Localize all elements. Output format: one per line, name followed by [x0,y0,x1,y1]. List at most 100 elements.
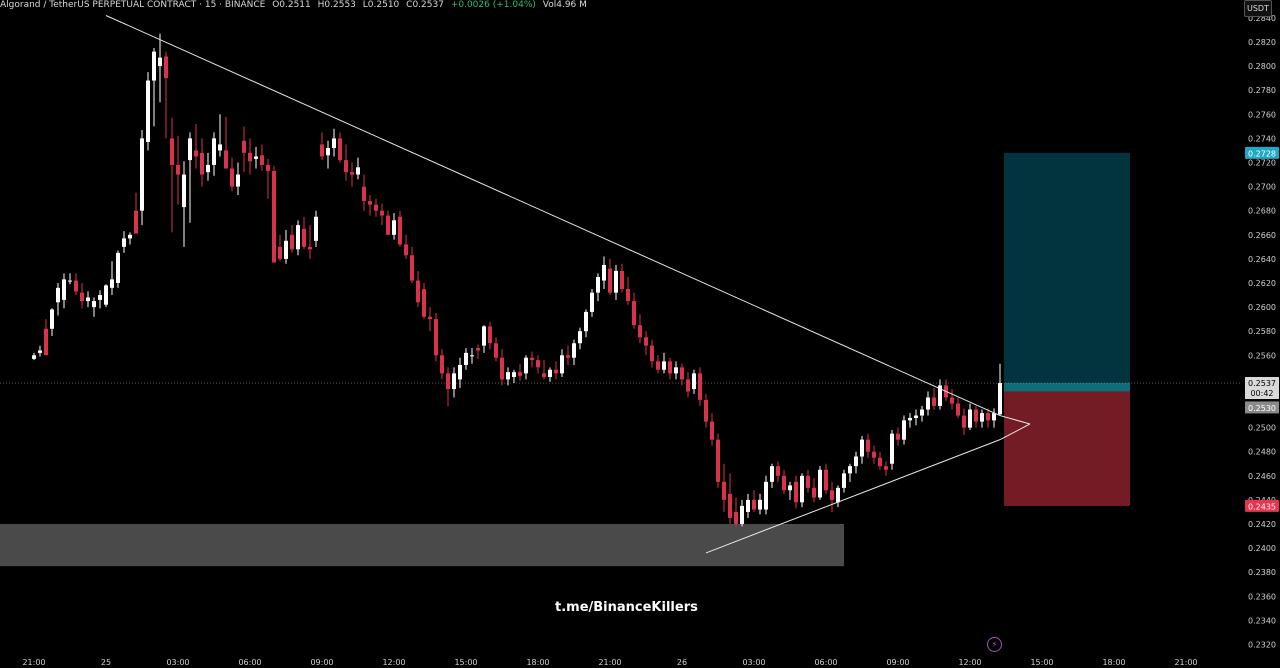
ohlc-change: +0.0026 (+1.04%) [450,0,536,10]
candle-body [416,280,420,303]
trendline [705,439,1001,554]
price-tick-label: 0.2820 [1248,38,1276,47]
candle-body [266,164,270,171]
support-zone [0,524,844,567]
candle-body [284,240,288,259]
price-tick-label: 0.2460 [1248,472,1276,481]
candle-body [608,268,612,293]
candle-body [836,487,840,503]
candle-body [872,451,876,458]
candle-body [320,144,324,157]
candle-body [614,270,618,293]
candle-body [140,138,144,211]
candle-body [488,326,492,344]
candle-body [842,473,846,488]
ohlc-open: O0.2511 [272,0,311,10]
candle-body [356,167,360,175]
price-tick-label: 0.2560 [1248,351,1276,360]
candle-body [650,345,654,362]
currency-badge[interactable]: USDT [1244,0,1272,17]
candle-body [188,138,192,161]
candle-body [854,456,858,467]
candle-body [734,511,738,524]
price-tick-label: 0.2700 [1248,183,1276,192]
candle-body [788,485,792,491]
time-tick-label: 03:00 [742,658,765,667]
price-tick-label: 0.2660 [1248,231,1276,240]
candle-body [986,413,990,421]
candle-body [848,466,852,474]
candle-body [380,210,384,216]
volume: Vol4.96 M [542,0,587,10]
time-tick-label: 15:00 [1030,658,1053,667]
candle-body [410,255,414,281]
candle-body [710,421,714,440]
candle-body [560,355,564,374]
candle-body [512,372,516,377]
candle-body [956,403,960,416]
candle-body [728,493,732,518]
candle-body [464,352,468,365]
candle-body [134,210,138,234]
time-tick-label: 09:00 [310,658,333,667]
last-price-label-bg [1245,377,1279,400]
candle-body [290,234,294,250]
time-tick-label: 09:00 [886,658,909,667]
time-tick-label: 12:00 [958,658,981,667]
candle-body [806,475,810,488]
candle-body [92,301,96,308]
candle-body [536,360,540,368]
target-price-label-bg [1245,146,1279,159]
candle-body [692,373,696,390]
candle-body [452,373,456,390]
candle-body [44,328,48,356]
candle-body [422,289,426,317]
candle-body [800,475,804,503]
ohlc-high: H0.2553 [317,0,356,10]
candle-body [974,409,978,422]
price-tick-label: 0.2400 [1248,544,1276,553]
time-tick-label: 06:00 [814,658,837,667]
time-tick-label: 18:00 [1102,658,1125,667]
price-tick-label: 0.2320 [1248,641,1276,650]
candle-body [740,505,744,524]
candle-body [164,56,168,79]
price-tick-label: 0.2380 [1248,568,1276,577]
price-tick-label: 0.2340 [1248,616,1276,625]
stop-zone [1004,391,1130,506]
candle-body [992,413,996,421]
candle-body [80,292,84,302]
time-tick-label: 21:00 [1174,658,1197,667]
candle-body [152,51,156,81]
candle-body [884,466,888,470]
candle-body [920,409,924,416]
time-tick-label: 26 [677,658,687,667]
symbol-title[interactable]: Algorand / TetherUS PERPETUAL CONTRACT ·… [0,0,266,10]
candle-body [200,152,204,175]
price-tick-label: 0.2640 [1248,255,1276,264]
candle-body [308,246,312,250]
candle-body [476,348,480,351]
stop-price-label: 0.2435 [1248,502,1276,511]
last-price-label: 0.2537 [1248,379,1276,388]
candle-body [866,439,870,452]
candle-body [824,469,828,491]
time-tick-label: 18:00 [526,658,549,667]
candle-body [860,439,864,457]
candle-body [602,264,606,281]
price-tick-label: 0.2360 [1248,592,1276,601]
candle-body [998,383,1002,415]
time-tick-label: 21:00 [22,658,45,667]
candle-body [98,295,102,300]
candle-body [968,409,972,428]
candle-body [482,326,486,346]
time-tick-label: 25 [101,658,111,667]
price-tick-label: 0.2420 [1248,520,1276,529]
price-axis: 0.2840 0.2820 0.2800 0.2780 0.2760 0.2740 0.27… [1248,14,1276,650]
candle-body [698,373,702,400]
candle-body [620,270,624,290]
lightning-icon[interactable]: ⚡ [987,637,1002,652]
candle-body [260,155,264,165]
candle-body [704,399,708,422]
